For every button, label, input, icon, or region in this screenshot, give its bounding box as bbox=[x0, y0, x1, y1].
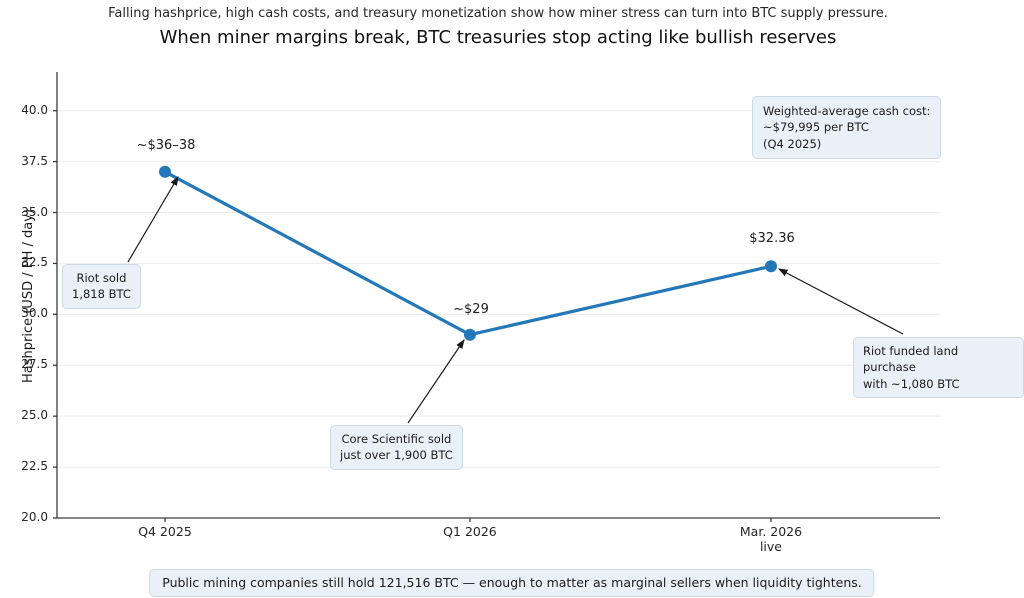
bottom-note: Public mining companies still hold 121,5… bbox=[149, 569, 875, 597]
y-tick-label: 25.0 bbox=[21, 408, 48, 423]
y-tick-label: 30.0 bbox=[21, 306, 48, 321]
annotation-cash-cost: Weighted-average cash cost: ~$79,995 per… bbox=[752, 96, 942, 159]
y-tick-label: 22.5 bbox=[21, 459, 48, 474]
y-tick-label: 20.0 bbox=[21, 510, 48, 524]
annotation-arrow bbox=[407, 339, 465, 424]
annotation-riot-sold: Riot sold 1,818 BTC bbox=[62, 264, 141, 309]
x-tick-label: Mar. 2026 live bbox=[739, 524, 803, 554]
y-tick-label: 32.5 bbox=[21, 255, 48, 270]
annotation-arrow bbox=[127, 175, 179, 263]
x-tick-label: Q4 2025 bbox=[138, 524, 192, 539]
point-label-q4-2025: ~$36–38 bbox=[136, 138, 196, 153]
point-label-q1-2026: ~$29 bbox=[453, 302, 489, 317]
data-point bbox=[764, 260, 777, 273]
y-tick-label: 37.5 bbox=[21, 153, 48, 168]
annotation-arrow bbox=[777, 268, 904, 335]
y-tick-label: 40.0 bbox=[21, 102, 48, 117]
y-tick-label: 35.0 bbox=[21, 204, 48, 219]
annotation-riot-land-purchase: Riot funded land purchase with ~1,080 BT… bbox=[853, 337, 1024, 398]
point-label-mar-2026: $32.36 bbox=[749, 231, 795, 246]
annotation-core-scientific: Core Scientific sold just over 1,900 BTC bbox=[330, 425, 463, 470]
chart-subtitle: Falling hashprice, high cash costs, and … bbox=[108, 6, 888, 21]
x-tick-sublabel: live bbox=[759, 539, 783, 554]
chart-title: When miner margins break, BTC treasuries… bbox=[159, 27, 837, 48]
x-tick-label: Q1 2026 bbox=[443, 524, 497, 539]
y-tick-label: 27.5 bbox=[21, 357, 48, 372]
data-point bbox=[158, 165, 171, 178]
data-point bbox=[463, 328, 476, 341]
